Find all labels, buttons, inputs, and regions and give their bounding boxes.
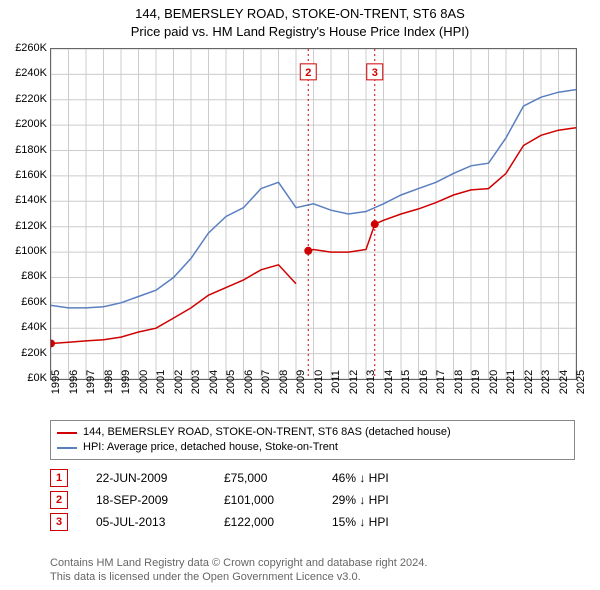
y-tick: £80K	[21, 270, 47, 282]
y-tick: £40K	[21, 321, 47, 333]
y-tick: £260K	[15, 42, 47, 54]
x-tick: 2013	[365, 370, 377, 394]
chart-title-line2: Price paid vs. HM Land Registry's House …	[0, 24, 600, 39]
x-tick: 2014	[383, 370, 395, 394]
legend-swatch-subject	[57, 432, 77, 434]
x-tick: 1996	[68, 370, 80, 394]
svg-text:2: 2	[305, 67, 311, 79]
event-delta: 29% ↓ HPI	[332, 493, 389, 507]
x-tick: 2015	[400, 370, 412, 394]
event-row: 1 22-JUN-2009 £75,000 46% ↓ HPI	[50, 469, 575, 487]
y-tick: £60K	[21, 296, 47, 308]
x-tick: 2005	[225, 370, 237, 394]
x-tick: 2004	[208, 370, 220, 394]
x-tick: 2024	[558, 370, 570, 394]
x-tick: 2000	[138, 370, 150, 394]
plot-svg: 23	[51, 49, 576, 379]
y-tick: £160K	[15, 169, 47, 181]
x-tick: 2009	[295, 370, 307, 394]
event-price: £101,000	[224, 493, 304, 507]
footer: Contains HM Land Registry data © Crown c…	[50, 556, 427, 584]
legend-row-subject: 144, BEMERSLEY ROAD, STOKE-ON-TRENT, ST6…	[57, 425, 568, 440]
chart-container: 144, BEMERSLEY ROAD, STOKE-ON-TRENT, ST6…	[0, 0, 600, 590]
legend-label-hpi: HPI: Average price, detached house, Stok…	[83, 440, 338, 455]
legend-label-subject: 144, BEMERSLEY ROAD, STOKE-ON-TRENT, ST6…	[83, 425, 451, 440]
x-tick: 2020	[488, 370, 500, 394]
y-tick: £220K	[15, 93, 47, 105]
x-tick: 1999	[120, 370, 132, 394]
event-badge: 1	[50, 469, 68, 487]
event-row: 2 18-SEP-2009 £101,000 29% ↓ HPI	[50, 491, 575, 509]
event-list: 1 22-JUN-2009 £75,000 46% ↓ HPI 2 18-SEP-2009…	[50, 465, 575, 535]
legend-swatch-hpi	[57, 447, 77, 449]
plot-area: 23	[50, 48, 577, 380]
x-tick: 2007	[260, 370, 272, 394]
x-tick: 2002	[173, 370, 185, 394]
y-tick: £140K	[15, 194, 47, 206]
x-tick: 1997	[85, 370, 97, 394]
x-tick: 2023	[540, 370, 552, 394]
event-delta: 15% ↓ HPI	[332, 515, 389, 529]
legend-row-hpi: HPI: Average price, detached house, Stok…	[57, 440, 568, 455]
event-badge: 2	[50, 491, 68, 509]
event-price: £75,000	[224, 471, 304, 485]
event-row: 3 05-JUL-2013 £122,000 15% ↓ HPI	[50, 513, 575, 531]
event-delta: 46% ↓ HPI	[332, 471, 389, 485]
legend: 144, BEMERSLEY ROAD, STOKE-ON-TRENT, ST6…	[50, 420, 575, 460]
svg-text:3: 3	[372, 67, 378, 79]
event-date: 18-SEP-2009	[96, 493, 196, 507]
y-tick: £180K	[15, 144, 47, 156]
event-date: 22-JUN-2009	[96, 471, 196, 485]
x-tick: 2008	[278, 370, 290, 394]
x-tick: 2006	[243, 370, 255, 394]
y-tick: £0K	[27, 372, 47, 384]
x-tick: 2001	[155, 370, 167, 394]
event-badge: 3	[50, 513, 68, 531]
y-tick: £100K	[15, 245, 47, 257]
y-tick: £240K	[15, 67, 47, 79]
x-tick: 2018	[453, 370, 465, 394]
x-tick: 2011	[330, 370, 342, 394]
x-tick: 1998	[103, 370, 115, 394]
x-tick: 2016	[418, 370, 430, 394]
x-tick: 2003	[190, 370, 202, 394]
y-tick: £120K	[15, 220, 47, 232]
x-tick: 2021	[505, 370, 517, 394]
y-tick: £20K	[21, 347, 47, 359]
x-tick: 2017	[435, 370, 447, 394]
x-tick: 2012	[348, 370, 360, 394]
x-tick: 2019	[470, 370, 482, 394]
x-tick: 2025	[575, 370, 587, 394]
y-tick: £200K	[15, 118, 47, 130]
chart-title-line1: 144, BEMERSLEY ROAD, STOKE-ON-TRENT, ST6…	[0, 6, 600, 21]
footer-line2: This data is licensed under the Open Gov…	[50, 570, 427, 584]
footer-line1: Contains HM Land Registry data © Crown c…	[50, 556, 427, 570]
x-tick: 2010	[313, 370, 325, 394]
event-price: £122,000	[224, 515, 304, 529]
x-tick: 2022	[523, 370, 535, 394]
event-date: 05-JUL-2013	[96, 515, 196, 529]
x-tick: 1995	[50, 370, 62, 394]
